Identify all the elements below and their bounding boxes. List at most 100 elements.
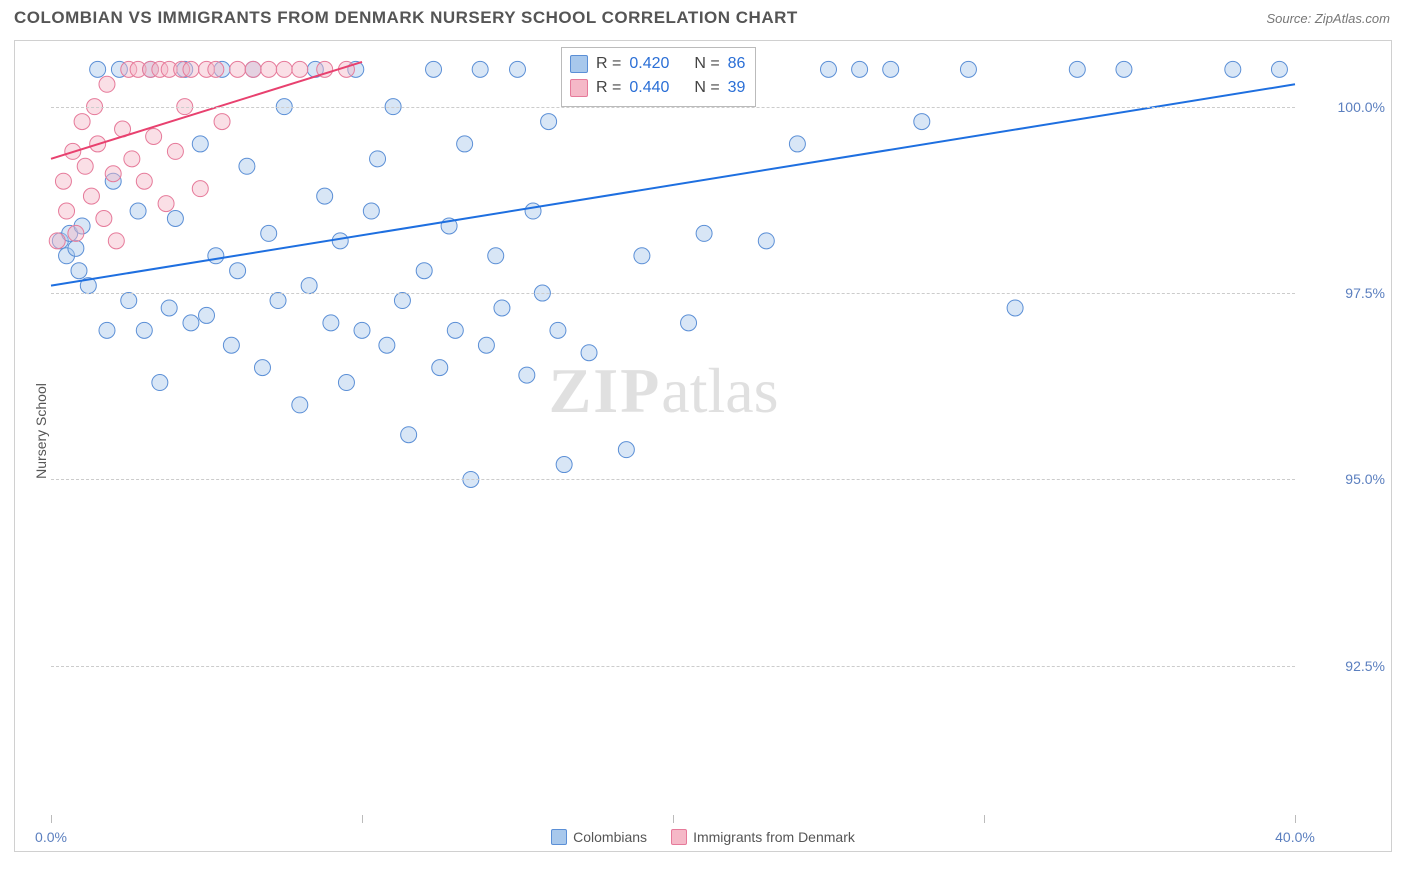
legend-item-denmark: Immigrants from Denmark	[671, 829, 855, 845]
stats-swatch-icon	[570, 79, 588, 97]
data-point	[556, 457, 572, 473]
data-point	[696, 225, 712, 241]
data-point	[301, 278, 317, 294]
data-point	[292, 397, 308, 413]
data-point	[541, 114, 557, 130]
data-point	[108, 233, 124, 249]
data-point	[960, 61, 976, 77]
x-tick-mark	[673, 815, 674, 823]
data-point	[49, 233, 65, 249]
data-point	[124, 151, 140, 167]
data-point	[208, 61, 224, 77]
data-point	[478, 337, 494, 353]
data-point	[270, 293, 286, 309]
data-point	[883, 61, 899, 77]
legend-swatch-icon	[671, 829, 687, 845]
y-axis-label: Nursery School	[33, 383, 49, 479]
data-point	[214, 114, 230, 130]
data-point	[77, 158, 93, 174]
y-tick-label: 97.5%	[1345, 285, 1385, 301]
data-point	[71, 263, 87, 279]
data-point	[416, 263, 432, 279]
data-point	[130, 203, 146, 219]
data-point	[494, 300, 510, 316]
data-point	[199, 307, 215, 323]
legend: Colombians Immigrants from Denmark	[15, 829, 1391, 845]
y-tick-label: 95.0%	[1345, 471, 1385, 487]
data-point	[332, 233, 348, 249]
data-point	[1271, 61, 1287, 77]
data-point	[510, 61, 526, 77]
trend-line	[51, 84, 1295, 285]
data-point	[1007, 300, 1023, 316]
data-point	[167, 210, 183, 226]
data-point	[55, 173, 71, 189]
data-point	[525, 203, 541, 219]
gridline	[51, 107, 1295, 108]
data-point	[317, 188, 333, 204]
chart-container: Nursery School ZIPatlas R = 0.420 N = 86…	[14, 40, 1392, 852]
data-point	[208, 248, 224, 264]
data-point	[379, 337, 395, 353]
data-point	[59, 203, 75, 219]
data-point	[83, 188, 99, 204]
data-point	[192, 136, 208, 152]
plot-area: Nursery School ZIPatlas R = 0.420 N = 86…	[51, 47, 1295, 815]
data-point	[90, 61, 106, 77]
data-point	[852, 61, 868, 77]
data-point	[370, 151, 386, 167]
data-point	[276, 61, 292, 77]
x-tick-mark	[362, 815, 363, 823]
x-tick-mark	[1295, 815, 1296, 823]
data-point	[789, 136, 805, 152]
stats-row: R = 0.440 N = 39	[570, 76, 745, 100]
data-point	[146, 128, 162, 144]
data-point	[550, 322, 566, 338]
data-point	[472, 61, 488, 77]
source-attribution: Source: ZipAtlas.com	[1266, 11, 1390, 26]
data-point	[230, 263, 246, 279]
data-point	[183, 61, 199, 77]
data-point	[447, 322, 463, 338]
data-point	[581, 345, 597, 361]
data-point	[914, 114, 930, 130]
data-point	[432, 360, 448, 376]
legend-item-colombians: Colombians	[551, 829, 647, 845]
data-point	[99, 76, 115, 92]
data-point	[401, 427, 417, 443]
data-point	[99, 322, 115, 338]
data-point	[136, 322, 152, 338]
data-point	[354, 322, 370, 338]
data-point	[74, 114, 90, 130]
gridline	[51, 666, 1295, 667]
data-point	[121, 293, 137, 309]
data-point	[394, 293, 410, 309]
data-point	[183, 315, 199, 331]
data-point	[488, 248, 504, 264]
gridline	[51, 293, 1295, 294]
data-point	[821, 61, 837, 77]
gridline	[51, 479, 1295, 480]
data-point	[323, 315, 339, 331]
correlation-stats-box: R = 0.420 N = 86R = 0.440 N = 39	[561, 47, 756, 107]
data-point	[618, 442, 634, 458]
data-point	[68, 240, 84, 256]
stats-swatch-icon	[570, 55, 588, 73]
data-point	[363, 203, 379, 219]
data-point	[161, 300, 177, 316]
data-point	[261, 225, 277, 241]
data-point	[681, 315, 697, 331]
data-point	[239, 158, 255, 174]
data-point	[758, 233, 774, 249]
y-tick-label: 92.5%	[1345, 658, 1385, 674]
data-point	[519, 367, 535, 383]
data-point	[634, 248, 650, 264]
data-point	[192, 181, 208, 197]
data-point	[223, 337, 239, 353]
data-point	[1225, 61, 1241, 77]
data-point	[136, 173, 152, 189]
chart-title: COLOMBIAN VS IMMIGRANTS FROM DENMARK NUR…	[14, 8, 798, 28]
x-tick-mark	[984, 815, 985, 823]
data-point	[457, 136, 473, 152]
data-point	[338, 375, 354, 391]
